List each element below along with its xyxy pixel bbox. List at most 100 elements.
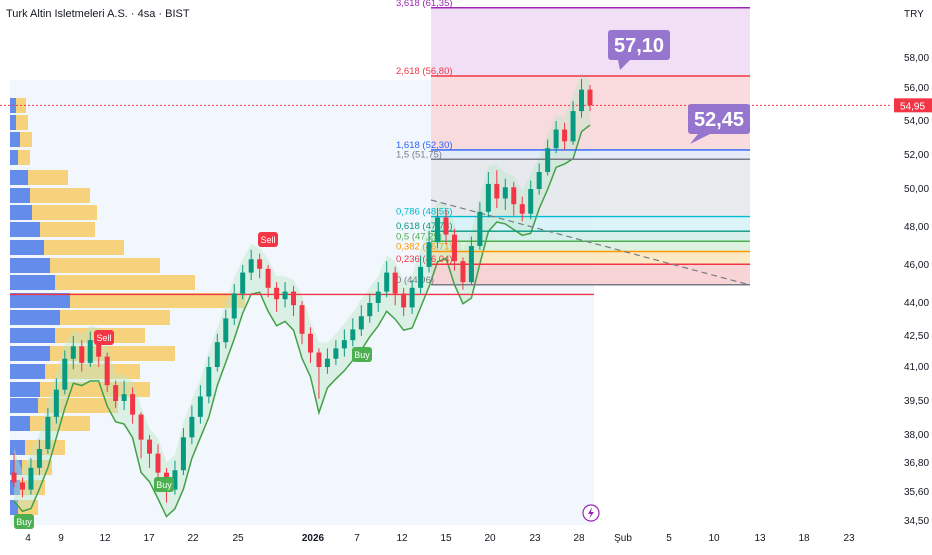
candle-body — [443, 217, 449, 235]
price-axis-bg — [894, 0, 932, 550]
candle-body — [384, 272, 390, 292]
time-tick: 2026 — [302, 533, 325, 544]
time-tick: 28 — [573, 533, 585, 544]
candle-body — [401, 293, 407, 308]
signal-label: Sell — [260, 235, 275, 245]
volume-bar-up — [10, 310, 60, 325]
signal-badge — [14, 514, 34, 529]
callout-tail — [690, 134, 710, 144]
signal-label: Buy — [156, 480, 172, 490]
price-tick: 38,00 — [904, 430, 929, 441]
price-tick: 34,50 — [904, 516, 929, 527]
volume-profile — [10, 98, 245, 515]
time-tick: 23 — [529, 533, 541, 544]
candle-body — [180, 437, 186, 471]
volume-bar-up — [10, 364, 45, 379]
trend-line — [430, 199, 751, 286]
candle-body — [316, 352, 322, 367]
candle-body — [333, 348, 339, 359]
candle-body — [299, 305, 305, 334]
candle-body — [113, 385, 119, 401]
callout-label: 52,45 — [694, 109, 744, 131]
fib-zone — [431, 241, 750, 252]
volume-bar-up — [10, 480, 20, 495]
callout-label: 57,10 — [614, 35, 664, 57]
volume-bar-up — [10, 346, 50, 361]
supertrend-bands — [13, 73, 591, 518]
fib-label: 0,382 (46,71) — [396, 242, 453, 253]
candle-body — [468, 246, 474, 283]
candle-body — [19, 482, 25, 490]
candle-body — [426, 242, 432, 267]
candle-body — [587, 89, 593, 106]
price-tick: 58,00 — [904, 53, 929, 64]
fib-zone — [431, 231, 750, 242]
time-tick: 22 — [187, 533, 199, 544]
candle-body — [28, 467, 34, 490]
time-tick: Şub — [614, 533, 632, 544]
candle-body — [307, 333, 313, 353]
candle-body — [528, 189, 534, 214]
time-tick: 5 — [666, 533, 672, 544]
price-axis[interactable]: 34,50 35,60 36,80 38,00 39,50 41,00 42,50 44,00… — [894, 0, 932, 550]
time-tick: 12 — [396, 533, 408, 544]
chart-title: Turk Altin Isletmeleri A.S. · 4sa · BIST — [6, 8, 190, 20]
candle-body — [121, 394, 127, 401]
lightning-icon[interactable] — [582, 504, 600, 522]
volume-bar-down — [18, 150, 30, 165]
candle-body — [375, 291, 381, 303]
volume-bar-up — [10, 170, 28, 185]
fib-label: 3,618 (61,35) — [396, 0, 453, 9]
candle-body — [240, 272, 246, 294]
candle-body — [62, 358, 68, 390]
volume-bar-up — [10, 293, 70, 308]
volume-bar-down — [44, 240, 124, 255]
candle-body — [282, 291, 288, 300]
time-tick: 10 — [708, 533, 720, 544]
candle-body — [130, 394, 136, 415]
fib-zone — [431, 159, 750, 217]
candle-body — [70, 346, 76, 359]
candle-body — [231, 293, 237, 319]
volume-bar-down — [45, 364, 140, 379]
volume-bar-up — [10, 222, 40, 237]
candle-body — [189, 416, 195, 438]
price-tick: 48,00 — [904, 222, 929, 233]
candle-body — [45, 416, 51, 449]
candle-body — [409, 287, 415, 308]
fibonacci-lines: 0 (44,96) 0,236 (46,04)0,382 (46,71)0,5 (… — [0, 0, 892, 296]
candle-body — [197, 396, 203, 417]
volume-bar-up — [10, 188, 30, 203]
candle-body — [324, 358, 330, 367]
fib-label: 0,236 (46,04) — [396, 254, 453, 265]
candle-body — [494, 183, 500, 199]
time-axis[interactable]: 4 9 12 17 22 25 2026 7 12 15 20 23 28 Şub 5 10 13 18 23 — [25, 533, 855, 544]
fib-label: 0,618 (47,78) — [396, 221, 453, 232]
signal-badge — [154, 477, 174, 492]
volume-bar-down — [40, 222, 95, 237]
volume-bar-up — [10, 150, 18, 165]
price-tick: 56,00 — [904, 83, 929, 94]
time-tick: 18 — [798, 533, 810, 544]
candle-body — [511, 187, 517, 205]
fib-label: 0,786 (48,55) — [396, 207, 453, 218]
candle-body — [545, 148, 551, 172]
time-tick: 13 — [754, 533, 766, 544]
callouts: 57,10 52,45 — [608, 30, 750, 144]
candle-body — [291, 291, 297, 306]
volume-bar-down — [70, 293, 245, 308]
time-tick: 12 — [99, 533, 111, 544]
candle-body — [274, 287, 280, 300]
price-tick: 39,50 — [904, 396, 929, 407]
candle-body — [79, 346, 85, 363]
price-tick: 35,60 — [904, 487, 929, 498]
signal-label: Sell — [96, 333, 111, 343]
fib-label: 1,5 (51,75) — [396, 149, 442, 160]
volume-bar-up — [10, 382, 40, 397]
volume-bar-up — [10, 240, 44, 255]
fib-zone — [431, 149, 750, 160]
signal-badge — [258, 232, 278, 247]
candle-body — [392, 272, 398, 294]
candle-body — [248, 259, 254, 273]
candle-body — [350, 329, 356, 341]
